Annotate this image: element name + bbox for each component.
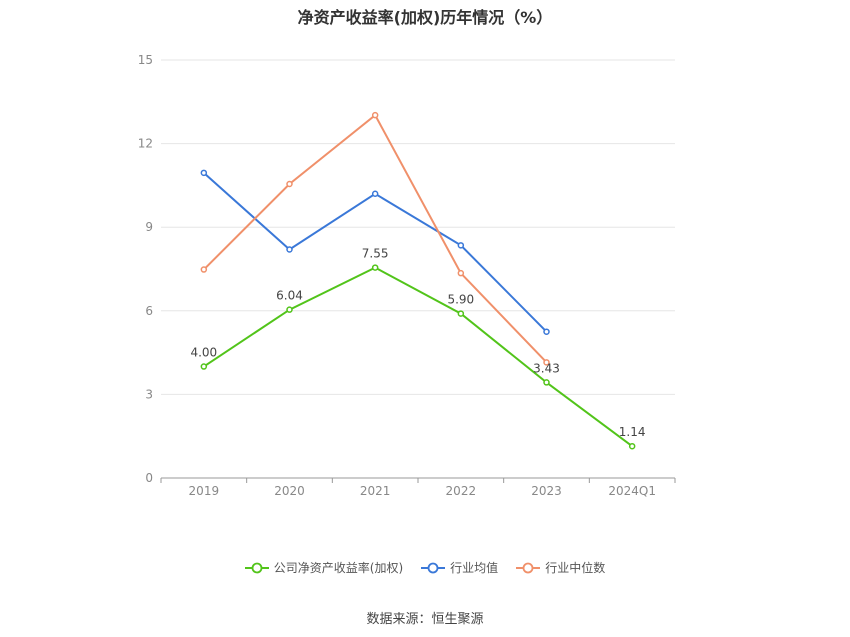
y-tick-label: 9 xyxy=(145,220,153,234)
legend-label: 行业均值 xyxy=(450,561,499,575)
data-point xyxy=(457,242,465,249)
legend-item[interactable]: 公司净资产收益率(加权) xyxy=(244,559,404,576)
x-tick-label: 2021 xyxy=(360,484,391,498)
data-label: 4.00 xyxy=(190,346,217,360)
y-tick-label: 0 xyxy=(145,471,153,485)
data-point xyxy=(286,180,293,188)
data-label: 3.43 xyxy=(533,361,560,375)
source-note: 数据来源：恒生聚源 xyxy=(366,612,484,627)
data-point xyxy=(628,442,636,450)
data-point xyxy=(371,111,379,119)
y-tick-label: 12 xyxy=(138,137,153,151)
data-point xyxy=(543,379,550,386)
x-tick-label: 2023 xyxy=(531,484,562,498)
legend-label: 公司净资产收益率(加权) xyxy=(273,561,404,575)
data-point xyxy=(286,306,293,313)
y-tick-label: 15 xyxy=(138,53,153,67)
x-tick-label: 2020 xyxy=(274,484,305,498)
legend-swatch-icon xyxy=(244,562,269,573)
legend-swatch-marker xyxy=(427,562,439,573)
legend: 公司净资产收益率(加权) 行业均值 行业中位数 xyxy=(0,559,850,576)
x-tick-label: 2022 xyxy=(446,484,477,498)
data-point xyxy=(543,359,550,366)
legend-swatch-icon xyxy=(421,562,446,573)
data-point xyxy=(371,190,379,198)
data-label: 6.04 xyxy=(276,289,303,303)
chart-title: 净资产收益率(加权)历年情况（%） xyxy=(297,8,553,27)
legend-label: 行业中位数 xyxy=(545,561,606,575)
data-point xyxy=(457,310,465,317)
data-label: 1.14 xyxy=(619,425,646,439)
x-tick-label: 2019 xyxy=(189,484,220,498)
legend-swatch-marker xyxy=(522,562,534,573)
legend-item[interactable]: 行业中位数 xyxy=(516,559,605,576)
x-tick-label: 2024Q1 xyxy=(608,484,656,498)
data-label: 5.90 xyxy=(447,293,474,307)
legend-swatch-marker xyxy=(251,562,263,573)
data-point xyxy=(200,363,208,370)
data-label: 7.55 xyxy=(362,247,389,261)
data-point xyxy=(286,246,293,253)
y-tick-label: 6 xyxy=(145,304,153,318)
legend-item[interactable]: 行业均值 xyxy=(421,559,498,576)
series-line xyxy=(203,113,548,364)
data-point xyxy=(371,264,379,271)
y-tick-label: 3 xyxy=(145,387,153,401)
data-point xyxy=(457,269,465,277)
data-point xyxy=(200,266,208,273)
data-point xyxy=(543,328,550,335)
legend-swatch-icon xyxy=(516,562,541,573)
series-line xyxy=(203,266,633,448)
data-point xyxy=(200,169,208,177)
